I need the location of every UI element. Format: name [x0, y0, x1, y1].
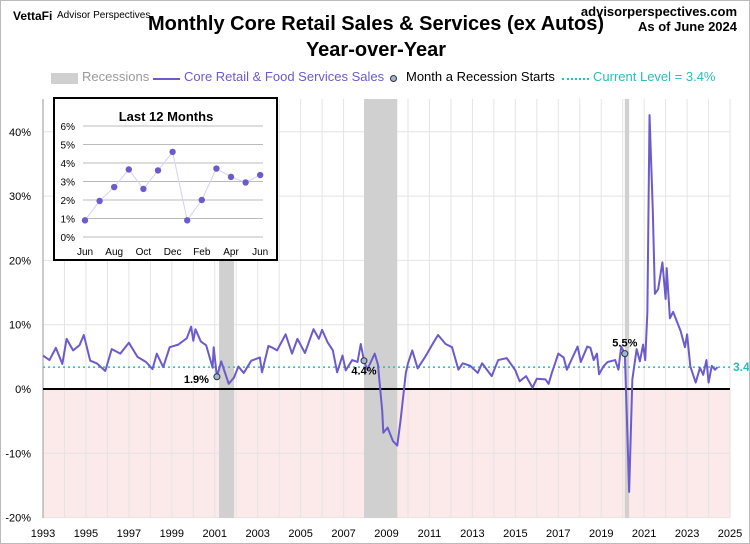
x-tick-label: 2007: [331, 528, 355, 540]
y-tick-label: 10%: [9, 320, 31, 332]
x-tick-label: 2021: [632, 528, 656, 540]
inset-y-tick-label: 2%: [61, 196, 76, 207]
x-tick-label: 2023: [675, 528, 699, 540]
inset-y-tick-label: 3%: [61, 178, 76, 189]
x-tick-label: 2015: [503, 528, 527, 540]
legend-series-swatch: [153, 78, 180, 80]
legend-recession-swatch: [51, 73, 78, 84]
series-line: [42, 114, 719, 493]
inset-y-tick-label: 0%: [61, 233, 76, 244]
recession-start-label: 1.9%: [184, 374, 209, 386]
x-tick-label: 2005: [288, 528, 312, 540]
recession-start-marker: [213, 373, 221, 381]
x-tick-label: 2009: [374, 528, 398, 540]
inset-point: [81, 217, 89, 224]
inset-frame: [53, 97, 278, 261]
x-tick-label: 2001: [203, 528, 227, 540]
x-tick-label: 1999: [160, 528, 184, 540]
legend-marker-icon: [390, 75, 397, 82]
x-tick-label: 1993: [31, 528, 55, 540]
inset-x-tick-label: Feb: [193, 247, 211, 258]
inset-point: [125, 166, 132, 173]
recession-start-label: 5.5%: [612, 338, 637, 350]
x-tick-label: 2011: [418, 528, 442, 540]
legend-current-swatch: [562, 78, 589, 80]
recession-start-marker: [360, 357, 368, 365]
recession-band: [624, 99, 630, 518]
inset-point: [257, 171, 264, 179]
x-tick-label: 2013: [460, 528, 484, 540]
recession-band: [363, 99, 398, 518]
logo-subtitle: Advisor Perspectives: [57, 10, 151, 21]
inset-y-tick-label: 5%: [61, 141, 76, 152]
inset-x-tick-label: Apr: [223, 247, 239, 258]
x-tick-label: 2019: [589, 528, 613, 540]
current-level-label: 3.4%: [733, 360, 750, 374]
inset-x-tick-label: Jun: [252, 247, 268, 258]
inset-point: [242, 179, 249, 186]
source-info: advisorperspectives.com As of June 2024: [581, 4, 737, 34]
legend-series: Core Retail & Food Services Sales: [184, 69, 385, 84]
y-tick-label: 30%: [9, 191, 31, 203]
inset-point: [213, 165, 220, 172]
inset-y-tick-label: 4%: [61, 159, 76, 170]
as-of-date: As of June 2024: [638, 19, 737, 34]
inset-x-tick-label: Jun: [77, 247, 93, 258]
y-tick-label: -20%: [5, 513, 31, 525]
x-tick-label: 1995: [74, 528, 98, 540]
inset-y-tick-label: 6%: [61, 122, 76, 133]
inset-x-tick-label: Dec: [164, 247, 182, 258]
inset-point: [154, 167, 162, 174]
inset-point: [169, 148, 176, 156]
x-tick-label: 2017: [546, 528, 570, 540]
title-line-2: Year-over-Year: [305, 39, 447, 61]
inset-point: [198, 196, 205, 204]
x-tick-label: 2025: [718, 528, 742, 540]
site-url: advisorperspectives.com: [580, 4, 737, 19]
inset-x-tick-label: Aug: [105, 247, 123, 258]
inset-x-tick-label: Oct: [136, 247, 152, 258]
inset-title: Last 12 Months: [119, 109, 214, 124]
legend-recessions: Recessions: [82, 69, 150, 84]
y-tick-label: 20%: [9, 255, 31, 267]
legend-current-level: Current Level = 3.4%: [593, 69, 716, 84]
inset-point: [96, 197, 103, 205]
inset-point: [111, 183, 118, 191]
x-tick-label: 2003: [245, 528, 269, 540]
chart-title: Monthly Core Retail Sales & Services (ex…: [1, 11, 749, 63]
x-tick-label: 1997: [117, 528, 141, 540]
recession-start-label: 4.4%: [351, 366, 376, 378]
y-tick-label: 0%: [15, 384, 31, 396]
inset-point: [227, 173, 235, 181]
y-tick-label: 40%: [9, 127, 31, 139]
legend-recession-start: Month a Recession Starts: [406, 69, 555, 84]
y-tick-label: -10%: [5, 448, 31, 460]
inset-point: [140, 185, 147, 193]
recession-start-marker: [621, 350, 629, 358]
vettafi-logo: VettaFi: [13, 9, 53, 23]
inset-y-tick-label: 1%: [61, 215, 76, 226]
inset-point: [184, 217, 191, 224]
title-line-1: Monthly Core Retail Sales & Services (ex…: [147, 13, 605, 35]
